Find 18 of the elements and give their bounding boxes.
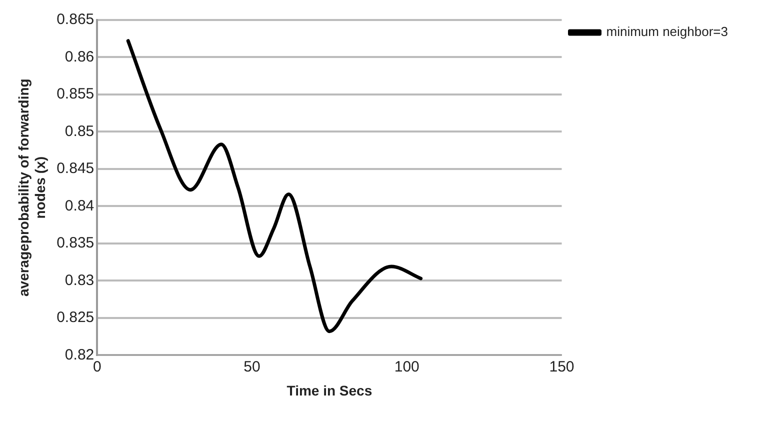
x-tick-label: 150: [549, 358, 574, 376]
y-tick-label: 0.82: [64, 346, 94, 364]
x-tick-label: 0: [92, 358, 102, 376]
y-tick-label: 0.86: [64, 48, 94, 66]
x-tick-label: 100: [394, 358, 420, 376]
y-tick-label: 0.84: [64, 197, 94, 214]
y-tick-label: 0.865: [56, 11, 94, 28]
y-tick-label: 0.835: [56, 234, 94, 252]
x-tick-label: 50: [244, 358, 260, 376]
legend-label: minimum neighbor=3: [606, 24, 728, 40]
y-tick-label: 0.825: [56, 309, 94, 326]
y-tick-label: 0.855: [56, 86, 94, 103]
y-tick-label: 0.85: [64, 122, 94, 140]
x-axis-title: Time in Secs: [286, 382, 372, 398]
line-series: [126, 39, 423, 334]
y-tick-label: 0.845: [56, 160, 94, 178]
y-tick-label: 0.83: [64, 272, 94, 289]
y-axis-title: averageprobability of forwarding nodes (x): [15, 78, 48, 297]
